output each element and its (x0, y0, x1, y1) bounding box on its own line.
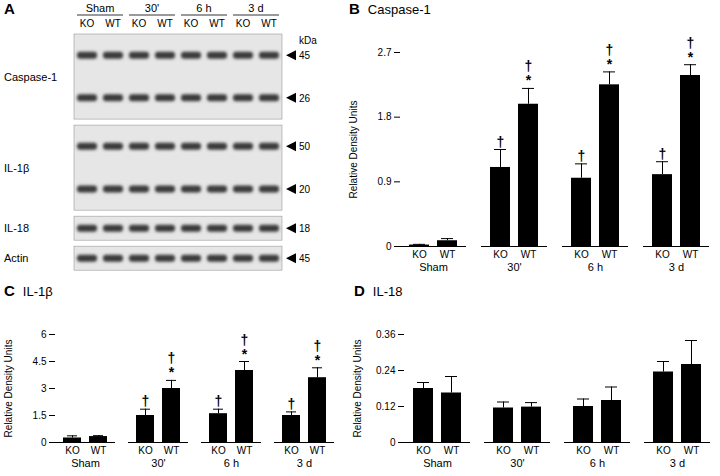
html-text:IL-1β: IL-1β (22, 284, 53, 299)
svg-text:WT: WT (440, 249, 456, 260)
svg-text:30': 30' (151, 457, 165, 469)
svg-text:KO: KO (236, 18, 251, 29)
svg-text:20: 20 (299, 184, 311, 195)
svg-text:0.24: 0.24 (376, 365, 396, 376)
svg-text:Sham: Sham (419, 261, 448, 273)
svg-text:1.8: 1.8 (378, 111, 392, 122)
svg-text:WT: WT (91, 445, 107, 456)
svg-text:WT: WT (261, 18, 277, 29)
svg-text:3 d: 3 d (669, 261, 684, 273)
svg-text:6 h: 6 h (224, 457, 239, 469)
svg-text:WT: WT (684, 445, 700, 456)
svg-text:WT: WT (521, 249, 537, 260)
svg-text:45: 45 (299, 253, 311, 264)
svg-text:Sham: Sham (71, 457, 100, 469)
svg-text:KO: KO (65, 445, 80, 456)
svg-text:0.12: 0.12 (376, 401, 396, 412)
svg-text:†: † (142, 393, 150, 409)
svg-text:WT: WT (209, 18, 225, 29)
svg-text:KO: KO (211, 445, 226, 456)
svg-text:kDa: kDa (299, 35, 317, 46)
svg-text:WT: WT (237, 445, 253, 456)
svg-text:IL-18: IL-18 (4, 222, 29, 234)
svg-text:†: † (497, 134, 505, 150)
svg-text:3 d: 3 d (297, 457, 312, 469)
svg-text:KO: KO (284, 445, 299, 456)
svg-text:KO: KO (138, 445, 153, 456)
svg-text:KO: KO (574, 249, 589, 260)
svg-text:KO: KO (656, 445, 671, 456)
svg-text:WT: WT (524, 445, 540, 456)
svg-text:WT: WT (602, 249, 618, 260)
svg-text:†*: †* (606, 42, 614, 72)
svg-text:WT: WT (604, 445, 620, 456)
svg-text:Actin: Actin (4, 252, 28, 264)
svg-text:†: † (659, 146, 667, 162)
svg-text:45: 45 (299, 50, 311, 61)
svg-text:KO: KO (655, 249, 670, 260)
svg-text:30': 30' (145, 2, 159, 14)
svg-text:1.5: 1.5 (33, 410, 47, 421)
svg-text:KO: KO (576, 445, 591, 456)
html-text:D: D (354, 282, 365, 299)
svg-text:30': 30' (507, 261, 521, 273)
svg-text:KO: KO (416, 445, 431, 456)
svg-text:Relative Density Units: Relative Density Units (3, 340, 14, 438)
svg-text:†*: †* (168, 350, 176, 380)
svg-text:0: 0 (41, 437, 47, 448)
html-text:IL-18: IL-18 (372, 284, 403, 299)
html-text:Caspase-1: Caspase-1 (367, 2, 431, 17)
svg-text:Sham: Sham (86, 2, 115, 14)
svg-text:KO: KO (496, 445, 511, 456)
svg-text:6 h: 6 h (196, 2, 211, 14)
svg-text:WT: WT (683, 249, 699, 260)
svg-text:KO: KO (493, 249, 508, 260)
svg-text:†*: †* (241, 332, 249, 362)
svg-text:6 h: 6 h (588, 261, 603, 273)
svg-text:0.9: 0.9 (378, 176, 392, 187)
svg-text:WT: WT (164, 445, 180, 456)
svg-text:†: † (288, 396, 296, 412)
svg-text:6 h: 6 h (590, 457, 605, 469)
html-text:C: C (4, 282, 15, 299)
svg-text:30': 30' (510, 457, 524, 469)
svg-text:A: A (4, 0, 15, 17)
svg-text:50: 50 (299, 141, 311, 152)
svg-text:2.7: 2.7 (378, 47, 392, 58)
html-text:B: B (349, 0, 360, 17)
svg-text:0: 0 (390, 437, 396, 448)
svg-text:WT: WT (444, 445, 460, 456)
svg-text:†*: †* (314, 338, 322, 368)
svg-text:Relative Density Units: Relative Density Units (348, 101, 359, 199)
svg-text:6: 6 (41, 329, 47, 340)
svg-text:IL-1β: IL-1β (4, 162, 29, 174)
svg-text:3 d: 3 d (670, 457, 685, 469)
svg-text:WT: WT (105, 18, 121, 29)
svg-text:0: 0 (386, 241, 392, 252)
svg-text:18: 18 (299, 223, 311, 234)
svg-text:Caspase-1: Caspase-1 (4, 71, 57, 83)
svg-text:†*: †* (525, 58, 533, 88)
svg-text:KO: KO (412, 249, 427, 260)
svg-text:Relative Density Units: Relative Density Units (352, 340, 363, 438)
svg-text:3 d: 3 d (248, 2, 263, 14)
svg-text:†: † (215, 393, 223, 409)
svg-text:26: 26 (299, 93, 311, 104)
svg-text:Sham: Sham (423, 457, 452, 469)
svg-text:3: 3 (41, 383, 47, 394)
svg-text:†*: †* (687, 35, 695, 65)
svg-text:4.5: 4.5 (33, 356, 47, 367)
svg-text:KO: KO (80, 18, 95, 29)
svg-text:WT: WT (157, 18, 173, 29)
svg-text:KO: KO (132, 18, 147, 29)
svg-text:WT: WT (310, 445, 326, 456)
svg-text:KO: KO (184, 18, 199, 29)
svg-text:†: † (578, 148, 586, 164)
svg-text:0.36: 0.36 (376, 329, 396, 340)
